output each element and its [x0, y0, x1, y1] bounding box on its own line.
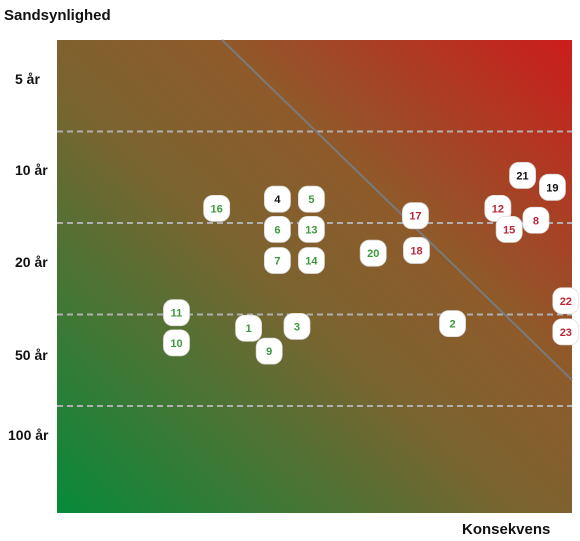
marker-label: 21	[516, 170, 528, 182]
risk-marker-20: 20	[359, 239, 387, 267]
marker-label: 15	[503, 224, 515, 236]
marker-label: 23	[560, 327, 572, 339]
marker-label: 16	[211, 203, 223, 215]
marker-badge	[439, 310, 466, 338]
marker-label: 2	[449, 319, 455, 331]
marker-label: 18	[410, 245, 422, 257]
marker-badge	[255, 337, 283, 365]
y-tick-label: 5 år	[15, 71, 40, 87]
risk-marker-6: 6	[264, 216, 291, 243]
risk-marker-15: 15	[495, 216, 523, 243]
marker-label: 4	[274, 194, 281, 206]
marker-badge	[402, 202, 429, 230]
marker-label: 11	[171, 308, 183, 320]
marker-label: 3	[294, 321, 300, 333]
plot-background	[57, 40, 572, 513]
risk-marker-17: 17	[402, 202, 429, 230]
marker-badge	[264, 247, 291, 274]
marker-badge	[539, 173, 566, 201]
marker-label: 9	[266, 346, 272, 358]
risk-marker-11: 11	[163, 299, 190, 327]
marker-badge	[522, 206, 550, 234]
risk-marker-10: 10	[163, 329, 190, 357]
risk-marker-22: 22	[552, 287, 580, 315]
marker-badge	[235, 314, 262, 342]
marker-label: 7	[274, 256, 280, 268]
marker-badge	[509, 162, 536, 189]
marker-badge	[163, 329, 190, 357]
y-tick-label: 10 år	[15, 162, 48, 178]
marker-label: 1	[246, 323, 252, 335]
risk-marker-2: 2	[439, 310, 466, 338]
marker-badge	[298, 247, 325, 274]
marker-label: 14	[305, 256, 318, 268]
x-axis-title: Konsekvens	[462, 521, 550, 538]
risk-marker-4: 4	[264, 185, 291, 213]
marker-badge	[552, 318, 580, 346]
marker-badge	[359, 239, 387, 267]
marker-label: 6	[274, 224, 280, 236]
risk-marker-18: 18	[403, 237, 430, 264]
risk-marker-21: 21	[509, 162, 536, 189]
risk-divider-line	[221, 39, 573, 381]
marker-label: 10	[170, 338, 182, 350]
marker-badge	[163, 299, 190, 327]
y-axis-title: Sandsynlighed	[4, 7, 111, 24]
risk-marker-14: 14	[298, 247, 325, 274]
risk-marker-19: 19	[539, 173, 566, 201]
marker-label: 20	[367, 248, 379, 260]
marker-badge	[298, 185, 325, 213]
marker-label: 22	[560, 296, 572, 308]
risk-marker-8: 8	[522, 206, 550, 234]
marker-badge	[552, 287, 580, 315]
marker-badge	[283, 312, 311, 340]
risk-marker-5: 5	[298, 185, 325, 213]
grid-lines	[57, 130, 572, 407]
marker-label: 19	[546, 182, 558, 194]
y-tick-label: 100 år	[8, 427, 49, 443]
marker-label: 8	[533, 215, 539, 227]
risk-marker-12: 12	[484, 194, 512, 222]
marker-label: 17	[409, 211, 421, 223]
y-tick-labels: 5 år 10 år 20 år 50 år 100 år	[8, 71, 49, 443]
marker-label: 5	[308, 194, 314, 206]
y-tick-label: 20 år	[15, 254, 48, 270]
marker-badge	[403, 237, 430, 264]
risk-marker-3: 3	[283, 312, 311, 340]
risk-marker-7: 7	[264, 247, 291, 274]
marker-label: 12	[492, 203, 504, 215]
risk-marker-23: 23	[552, 318, 580, 346]
risk-marker-9: 9	[255, 337, 283, 365]
marker-badge	[495, 216, 523, 243]
marker-badge	[264, 216, 291, 243]
y-tick-label: 50 år	[15, 347, 48, 363]
risk-marker-16: 16	[203, 194, 231, 222]
risk-marker-1: 1	[235, 314, 262, 342]
marker-badge	[203, 194, 231, 222]
risk-marker-13: 13	[298, 216, 325, 243]
marker-badge	[264, 185, 291, 213]
marker-badge	[298, 216, 325, 243]
marker-label: 13	[305, 224, 317, 236]
